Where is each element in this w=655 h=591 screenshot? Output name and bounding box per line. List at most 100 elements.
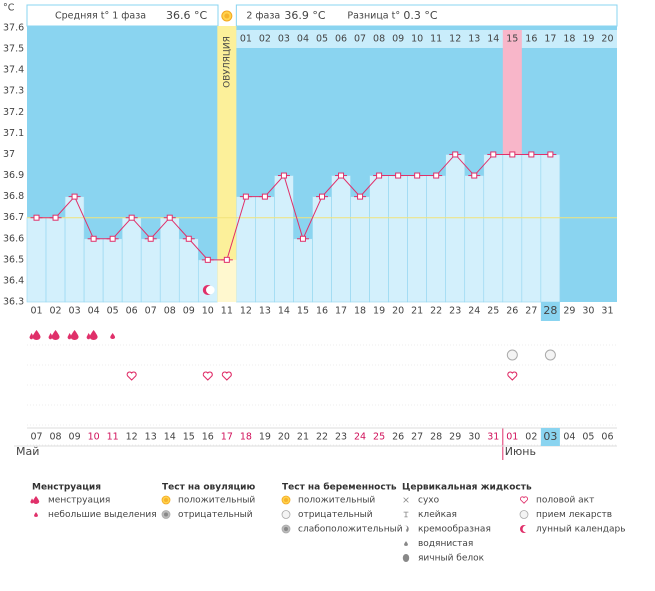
bar <box>521 154 542 303</box>
heart <box>126 371 137 381</box>
date-label: 24 <box>354 432 366 443</box>
highlight-column <box>502 30 522 155</box>
drop <box>67 333 72 340</box>
phase2-day: 14 <box>487 34 499 45</box>
x-tick-label: 24 <box>468 306 480 317</box>
header-value: 36.9 °C <box>284 9 325 22</box>
bar <box>140 238 161 303</box>
point <box>128 214 135 221</box>
phase2-day: 02 <box>259 34 271 45</box>
point <box>395 172 402 179</box>
phase2-day: 13 <box>468 34 480 45</box>
bar <box>121 217 142 303</box>
bar <box>369 175 389 303</box>
point <box>185 235 192 242</box>
date-label: 14 <box>164 432 176 443</box>
icon-drop <box>86 330 98 340</box>
icon-heart <box>519 496 529 504</box>
point <box>90 235 97 242</box>
bar <box>502 154 523 303</box>
egg <box>402 554 410 562</box>
bar <box>407 175 427 303</box>
x-tick-label: 03 <box>69 306 81 317</box>
ovulation-label: ОВУЛЯЦИЯ <box>222 36 232 88</box>
heart <box>221 371 232 381</box>
header-text: 2 фаза <box>246 11 280 22</box>
date-label: 11 <box>107 432 119 443</box>
icon-moon <box>520 525 530 533</box>
y-tick-label: 36.4 <box>3 275 24 286</box>
x-tick-label: 06 <box>126 306 138 317</box>
circle <box>544 349 556 361</box>
header-text: Разница t° <box>347 11 400 22</box>
heart <box>519 496 529 504</box>
icon-white <box>506 349 518 361</box>
y-tick-label: 36.5 <box>3 254 24 265</box>
date-label: 18 <box>240 432 252 443</box>
legend-label: отрицательный <box>178 510 253 520</box>
y-tick-label: 37.1 <box>3 128 24 139</box>
bar <box>197 259 218 303</box>
bar <box>274 175 294 303</box>
point <box>280 172 287 179</box>
today-date-box <box>540 428 560 446</box>
icon-smalldrop <box>34 512 38 517</box>
icon-sun <box>221 10 233 22</box>
phase2-day: 04 <box>297 34 309 45</box>
date-label: 22 <box>316 432 328 443</box>
date-label: 04 <box>563 432 575 443</box>
x-tick-label: 17 <box>335 306 347 317</box>
y-tick-label: 37 <box>3 149 15 160</box>
header-value: 0.3 °C <box>403 9 437 22</box>
date-label: 07 <box>30 432 42 443</box>
drop <box>34 512 38 517</box>
drop <box>29 333 34 340</box>
date-label: 09 <box>69 432 81 443</box>
moon-cut <box>206 285 215 295</box>
icon-drop <box>29 330 41 340</box>
x-tick-label: 07 <box>145 306 157 317</box>
point <box>166 214 173 221</box>
drop <box>32 330 41 340</box>
phase2-day: 10 <box>411 34 423 45</box>
bar <box>236 196 256 303</box>
drop <box>70 330 79 340</box>
circle <box>506 349 518 361</box>
icon-heart <box>126 371 137 381</box>
point <box>204 256 211 263</box>
x-tick-label: 29 <box>563 306 575 317</box>
unit-label: °C <box>3 3 15 14</box>
icon-cream <box>403 525 409 533</box>
x-tick-label: 18 <box>354 306 366 317</box>
legend-label: половой акт <box>536 496 594 506</box>
icon-white <box>281 510 291 519</box>
icon-pill <box>519 510 529 519</box>
bar <box>26 217 47 303</box>
x-tick-label: 27 <box>525 306 537 317</box>
x-tick-label: 09 <box>183 306 195 317</box>
bar <box>331 175 351 303</box>
y-tick-label: 36.9 <box>3 170 24 181</box>
bar <box>540 154 561 303</box>
phase2-day: 15 <box>506 34 518 45</box>
y-tick-label: 36.3 <box>3 297 24 308</box>
point <box>376 172 383 179</box>
y-tick-label: 36.6 <box>3 233 24 244</box>
icon-white <box>544 349 556 361</box>
phase2-day: 08 <box>373 34 385 45</box>
drop <box>51 330 60 340</box>
date-label: 20 <box>278 432 290 443</box>
x-tick-label: 30 <box>582 306 594 317</box>
x-tick-label: 01 <box>30 306 42 317</box>
date-label: 23 <box>335 432 347 443</box>
t <box>403 511 409 518</box>
cream <box>403 525 409 533</box>
date-label: 08 <box>50 432 62 443</box>
legend-title: Менструация <box>32 483 101 493</box>
phase2-day: 09 <box>392 34 404 45</box>
legend-label: небольшие выделения <box>48 510 157 520</box>
legend-label: положительный <box>298 496 375 506</box>
drop <box>48 333 53 340</box>
x-tick-label: 08 <box>164 306 176 317</box>
